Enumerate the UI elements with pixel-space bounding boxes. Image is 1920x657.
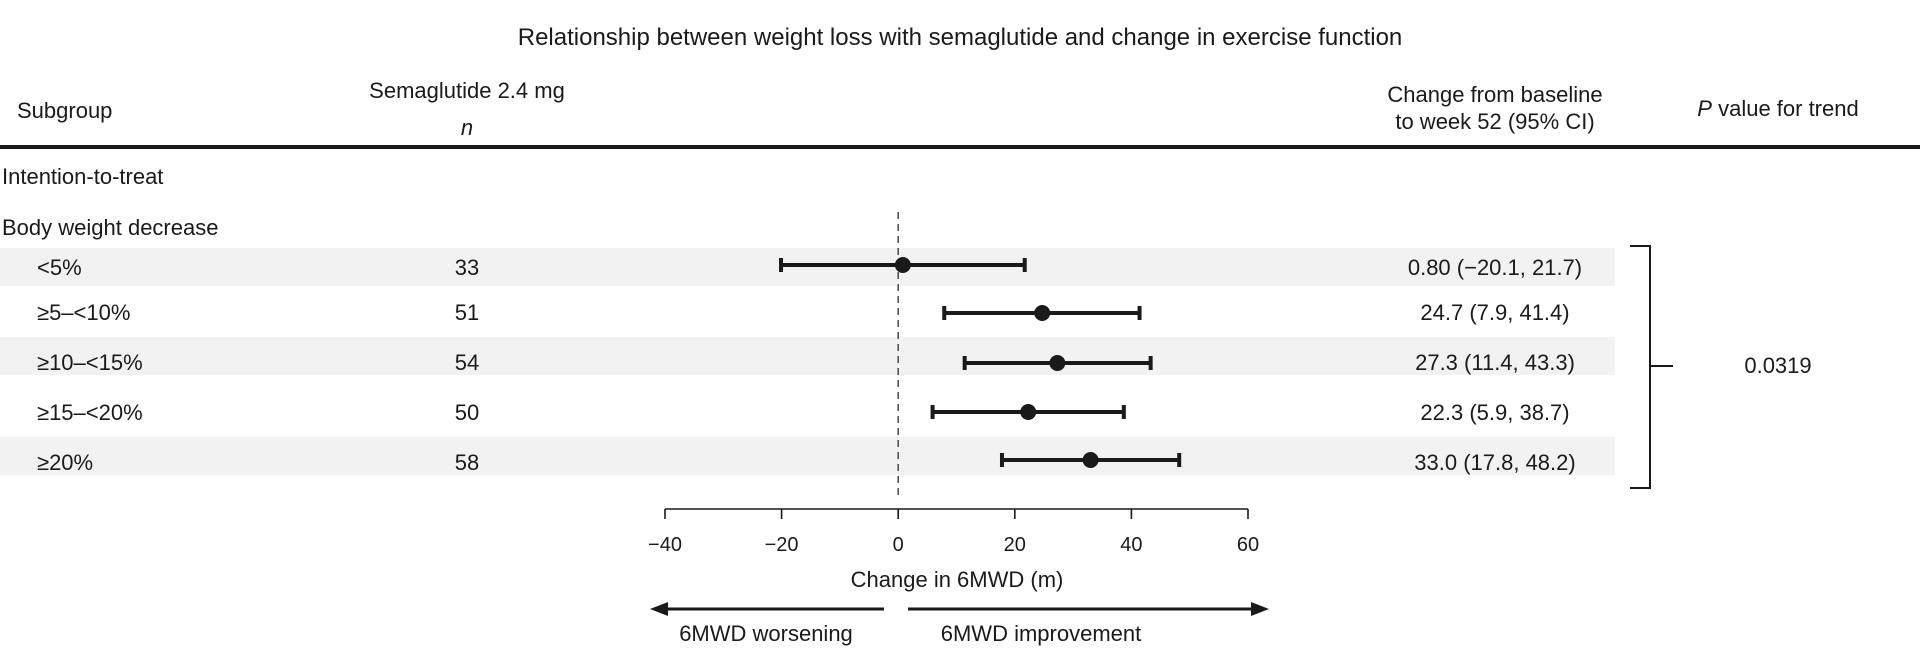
- arrow-right-head: [1251, 602, 1269, 616]
- x-axis-label: Change in 6MWD (m): [850, 567, 1064, 592]
- x-tick-label: 20: [1004, 534, 1026, 556]
- header-p-text: value for trend: [1711, 96, 1859, 121]
- point-estimate: [894, 257, 911, 273]
- header-n: n: [460, 115, 474, 140]
- header-treatment: Semaglutide 2.4 mg: [369, 78, 565, 103]
- section-label: Intention-to-treat: [2, 164, 164, 189]
- x-tick-label: −40: [648, 534, 682, 556]
- row-estimate: 24.7 (7.9, 41.4): [1420, 300, 1570, 325]
- header-rule: [0, 145, 1920, 149]
- row-n: 54: [454, 350, 480, 375]
- row-band: [0, 337, 1615, 375]
- x-tick-label: −20: [765, 534, 799, 556]
- header-p-letter: P: [1697, 96, 1712, 121]
- p-value: 0.0319: [1744, 353, 1812, 378]
- x-tick-label: 40: [1120, 534, 1142, 556]
- row-label: ≥10–<15%: [37, 350, 143, 375]
- arrow-left-head: [650, 602, 668, 616]
- trend-bracket: [1630, 245, 1651, 489]
- x-tick-label: 60: [1237, 534, 1259, 556]
- direction-left-label: 6MWD worsening: [679, 621, 853, 646]
- row-estimate: 22.3 (5.9, 38.7): [1420, 400, 1570, 425]
- header-p-value: P value for trend: [1650, 94, 1906, 124]
- row-label: ≥20%: [37, 450, 94, 475]
- x-tick-label: 0: [893, 534, 904, 556]
- header-estimate-line1: Change from baseline: [1387, 82, 1603, 107]
- row-n: 33: [454, 255, 480, 280]
- row-estimate: 0.80 (−20.1, 21.7): [1407, 255, 1583, 280]
- row-n: 51: [454, 300, 480, 325]
- point-estimate: [1082, 452, 1099, 468]
- chart-title: Relationship between weight loss with se…: [517, 24, 1403, 51]
- point-estimate: [1020, 404, 1037, 420]
- row-n: 50: [454, 400, 480, 425]
- direction-right-label: 6MWD improvement: [940, 621, 1142, 646]
- header-subgroup: Subgroup: [17, 98, 113, 123]
- row-label: ≥5–<10%: [37, 300, 131, 325]
- row-band: [0, 437, 1615, 475]
- row-label: ≥15–<20%: [37, 400, 143, 425]
- row-n: 58: [454, 450, 480, 475]
- subsection-label: Body weight decrease: [2, 215, 219, 240]
- point-estimate: [1049, 355, 1066, 371]
- row-estimate: 33.0 (17.8, 48.2): [1414, 450, 1576, 475]
- row-estimate: 27.3 (11.4, 43.3): [1415, 350, 1575, 375]
- point-estimate: [1034, 305, 1051, 321]
- header-estimate-line2: to week 52 (95% CI): [1395, 109, 1595, 134]
- row-label: <5%: [37, 255, 82, 280]
